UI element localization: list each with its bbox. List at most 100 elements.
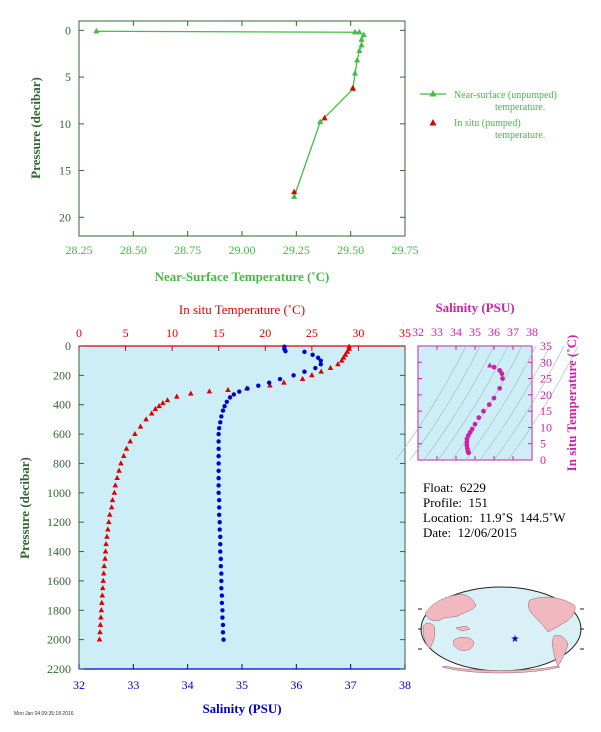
- pumped-temperature-point: [291, 188, 298, 195]
- ts-surface-point: [487, 362, 493, 368]
- salinity-tick-label: 32: [73, 678, 85, 692]
- salinity-point: [218, 564, 224, 569]
- temperature-point: [127, 438, 134, 444]
- ts-density-contour: [479, 345, 551, 461]
- temperature-point: [98, 607, 105, 613]
- ts-density-contours: [395, 345, 579, 461]
- top-ytick-label: 0: [65, 23, 71, 37]
- salinity-tick-label: 37: [345, 678, 357, 692]
- salinity-point: [216, 461, 221, 466]
- pressure-tick-label: 1800: [47, 603, 71, 617]
- salinity-point: [302, 369, 307, 374]
- salinity-point: [219, 593, 225, 598]
- ts-ylabel: In situ Temperature (˚C): [564, 335, 579, 472]
- ts-ytick-label: 20: [540, 388, 552, 402]
- salinity-point: [227, 395, 233, 400]
- near-surface-ticks: 28.25 28.50 28.75 29.00 29.25 29.50 29.75 0 5 10 1…: [59, 21, 419, 257]
- temperature-point: [132, 430, 138, 437]
- pumped-temperature-point: [349, 84, 356, 91]
- ts-xlabel: Salinity (PSU): [435, 300, 514, 315]
- ts-series: [464, 362, 505, 456]
- unpumped-temperature-point: [351, 69, 359, 76]
- salinity-point: [216, 490, 221, 496]
- ts-ytick-label: 30: [540, 355, 552, 369]
- salinity-point: [256, 383, 261, 388]
- ts-ticks: 32 33 34 35 36 37 38 0 5 10 15 20 25 30 35: [412, 325, 552, 467]
- near-surface-plot-area: [78, 20, 406, 237]
- ts-density-contour: [493, 345, 565, 461]
- unpumped-temperature-point: [356, 28, 363, 35]
- temperature-point: [96, 636, 103, 642]
- temperature-point: [102, 555, 108, 561]
- salinity-point: [216, 426, 222, 431]
- temperature-tick-label: 30: [352, 326, 364, 340]
- salinity-point: [216, 505, 222, 510]
- top-xtick-label: 29.00: [229, 243, 256, 257]
- salinity-point: [283, 348, 288, 354]
- pressure-tick-label: 800: [53, 456, 71, 470]
- salinity-point: [219, 578, 224, 584]
- temperature-point: [99, 599, 105, 605]
- ts-diagram: 32 33 34 35 36 37 38 0 5 10 15 20 25 30 35 Salinity (P…: [395, 300, 579, 472]
- temperature-point: [97, 621, 104, 627]
- ts-point: [472, 421, 478, 427]
- ts-point: [486, 402, 492, 408]
- temperature-point: [187, 390, 194, 396]
- ts-xtick-label: 35: [469, 325, 481, 339]
- temperature-point: [114, 474, 120, 481]
- ts-xtick-label: 36: [488, 325, 500, 339]
- ts-ytick-label: 10: [540, 420, 552, 434]
- temperature-point: [174, 393, 180, 399]
- salinity-point: [218, 534, 223, 540]
- salinity-tick-label: 36: [290, 678, 302, 692]
- salinity-point: [219, 414, 224, 419]
- profile-ticks: 32 33 34 35 36 37 38 0 5 10 15 20 25 30 35 0 200 400 600 80…: [47, 326, 411, 692]
- pressure-tick-label: 200: [53, 368, 71, 382]
- temperature-point: [156, 402, 162, 409]
- salinity-point: [220, 408, 226, 413]
- pressure-tick-label: 600: [53, 427, 71, 441]
- temperature-tick-label: 0: [76, 326, 82, 340]
- salinity-point: [218, 542, 223, 547]
- ts-density-contour: [465, 345, 537, 461]
- salinity-point: [216, 446, 221, 451]
- temperature-point: [101, 563, 107, 569]
- pressure-tick-label: 1200: [47, 515, 71, 529]
- salinity-tick-label: 34: [182, 678, 194, 692]
- temperature-point: [299, 375, 306, 381]
- unpumped-temperature-point: [356, 47, 363, 54]
- pressure-tick-label: 2200: [47, 662, 71, 676]
- pressure-tick-label: 1400: [47, 545, 71, 559]
- timestamp-stamp: Mon Jan 04 09:35:18 2016: [14, 711, 74, 717]
- float-id: Float: 6229: [423, 480, 486, 495]
- salinity-point: [220, 630, 226, 635]
- top-xtick-label: 28.75: [174, 243, 201, 257]
- world-map: ★: [418, 586, 584, 674]
- salinity-point: [318, 362, 323, 367]
- temperature-tick-label: 25: [306, 326, 318, 340]
- temperature-point: [338, 357, 345, 363]
- ts-ytick-label: 5: [540, 437, 546, 451]
- temperature-point: [106, 511, 113, 517]
- salinity-point: [220, 622, 226, 628]
- temperature-point: [106, 518, 112, 525]
- pressure-tick-label: 0: [65, 339, 71, 353]
- salinity-point: [216, 483, 221, 488]
- temperature-point: [281, 379, 287, 385]
- unpumped-temperature-point: [360, 31, 367, 38]
- temperature-point: [160, 400, 166, 406]
- ts-point: [497, 385, 503, 391]
- salinity-point: [302, 349, 307, 355]
- salinity-point: [218, 420, 223, 425]
- unpumped-temperature-point: [291, 193, 298, 199]
- legend-marker-unpumped: [429, 90, 437, 97]
- top-xtick-label: 29.50: [337, 243, 364, 257]
- temperature-point: [102, 548, 109, 554]
- top-xtick-label: 28.25: [66, 243, 93, 257]
- near-surface-chart: 28.25 28.50 28.75 29.00 29.25 29.50 29.75 0 5 10 1…: [28, 20, 557, 284]
- temperature-point: [104, 533, 110, 539]
- salinity-point: [291, 373, 296, 378]
- pumped-temperature-point: [321, 114, 328, 121]
- temperature-point: [225, 386, 231, 392]
- profile-series: [96, 343, 352, 642]
